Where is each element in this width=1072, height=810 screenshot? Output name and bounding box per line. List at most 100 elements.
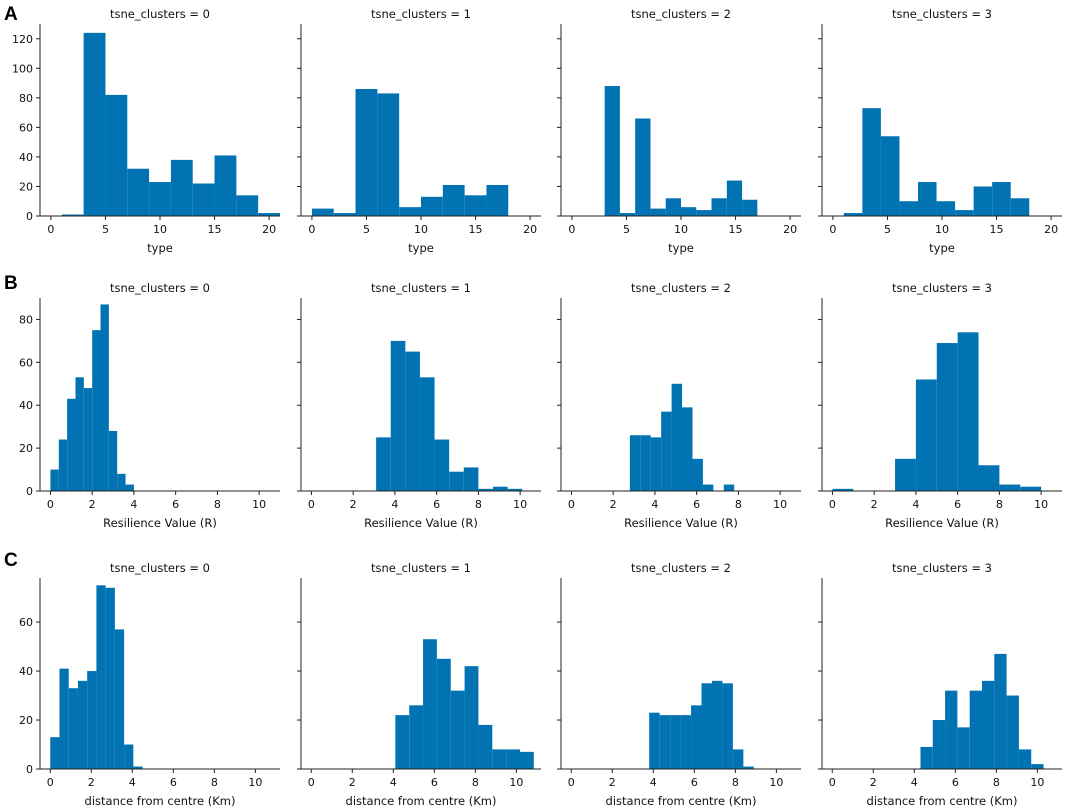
x-axis-label: distance from centre (Km) [346,794,497,808]
histogram-bar [355,88,378,216]
histogram-bar [405,351,420,491]
histogram-bar [1006,695,1019,769]
facet-title: tsne_clusters = 2 [631,561,731,575]
facet-b-1: tsne_clusters = 1 0 2 4 6 8 10 Resilience Value… [297,281,541,530]
y-tick-label: 20 [19,442,33,455]
histogram-bar [463,467,479,491]
x-tick-label: 6 [172,498,179,511]
x-tick-label: 4 [912,498,919,511]
x-tick-label: 8 [996,498,1003,511]
histogram-bar [423,639,437,769]
histogram-bar [920,746,933,769]
histogram-bar [114,629,125,769]
histogram-bar [742,199,758,216]
panel-letter: B [4,273,18,294]
histogram-bar [117,473,126,491]
histogram-bar [955,210,974,216]
histogram-bar [77,680,88,769]
histogram-bar [1020,486,1042,491]
facet-c-0: tsne_clusters = 0 0 20 40 60 0 2 4 6 8 10 distance … [19,561,280,808]
histogram-bar [1031,764,1044,769]
facet-title: tsne_clusters = 0 [110,7,210,21]
x-axis-label: distance from centre (Km) [85,794,236,808]
histogram-bar [493,486,508,491]
x-tick-label: 6 [693,498,700,511]
x-tick-label: 2 [870,776,877,789]
x-tick-label: 0 [568,223,575,236]
histogram-bar [932,720,946,769]
x-tick-label: 0 [308,223,315,236]
facet-a-1: tsne_clusters = 1 0 5 10 15 20 type [297,7,541,255]
x-tick-label: 2 [871,498,878,511]
histogram-bar [915,379,937,491]
histogram-bar [434,439,450,491]
facet-title: tsne_clusters = 2 [631,281,731,295]
histogram-bar [133,766,143,769]
histogram-bar [96,585,106,769]
histogram-bar [711,198,727,216]
histogram-bar [843,213,863,216]
y-tick-label: 60 [19,616,33,629]
histogram-bar [377,93,400,216]
histogram-bar [701,683,712,769]
histogram-bar [170,159,193,216]
histogram-bar [486,184,509,216]
histogram-bar [936,201,956,216]
facet-c-1: tsne_clusters = 1 0 2 4 6 8 10 distance from ce… [297,561,541,808]
histogram-bar [635,118,651,216]
histogram-bar [880,136,900,216]
histogram-bar [376,437,391,491]
x-tick-label: 0 [568,498,575,511]
histogram-bar [436,658,451,769]
histogram-bar [1018,749,1032,769]
histogram-bar [258,213,280,216]
histogram-bar [957,332,979,491]
histogram-bar [92,330,101,491]
histogram-bar [918,182,937,216]
x-tick-label: 20 [1044,223,1058,236]
y-tick-label: 0 [26,485,33,498]
histogram-bar [722,683,733,769]
histogram-bar [87,671,97,769]
histogram-bar [604,86,620,217]
x-tick-label: 10 [248,776,262,789]
x-tick-label: 0 [308,498,315,511]
histogram-bar [100,304,109,491]
histogram-bar [67,398,76,491]
x-tick-label: 15 [208,223,222,236]
x-tick-label: 0 [829,223,836,236]
x-axis-label: type [668,241,694,255]
x-tick-label: 20 [523,223,537,236]
panel-letter: A [4,4,18,25]
histogram-bar [895,458,916,491]
facet-title: tsne_clusters = 1 [371,281,471,295]
y-tick-label: 100 [12,62,33,75]
histogram-bar [726,180,743,216]
histogram-bar [390,340,406,491]
x-tick-label: 2 [350,498,357,511]
histogram-bar [650,208,666,216]
histogram-bar [936,343,958,491]
facet-c-2: tsne_clusters = 2 0 2 4 6 8 10 distance from ce… [557,561,801,808]
y-tick-label: 20 [19,180,33,193]
x-tick-label: 6 [433,498,440,511]
facet-c-3: tsne_clusters = 3 0 2 4 6 8 10 distance from ce… [818,561,1062,808]
histogram-bar [61,214,84,216]
y-tick-label: 40 [19,665,33,678]
histogram-bar [671,383,683,491]
facet-b-3: tsne_clusters = 3 0 2 4 6 8 10 Resilience Value… [818,281,1062,530]
x-tick-label: 8 [472,776,479,789]
x-tick-label: 4 [390,776,397,789]
histogram-bar [692,458,703,491]
histogram-bar [992,182,1011,216]
x-tick-label: 6 [170,776,177,789]
x-tick-label: 6 [691,776,698,789]
x-tick-label: 2 [610,498,617,511]
histogram-bar [449,471,464,491]
histogram-bar [732,749,744,769]
histogram-bar [311,208,334,216]
histogram-bar [442,184,465,216]
y-tick-label: 40 [19,151,33,164]
